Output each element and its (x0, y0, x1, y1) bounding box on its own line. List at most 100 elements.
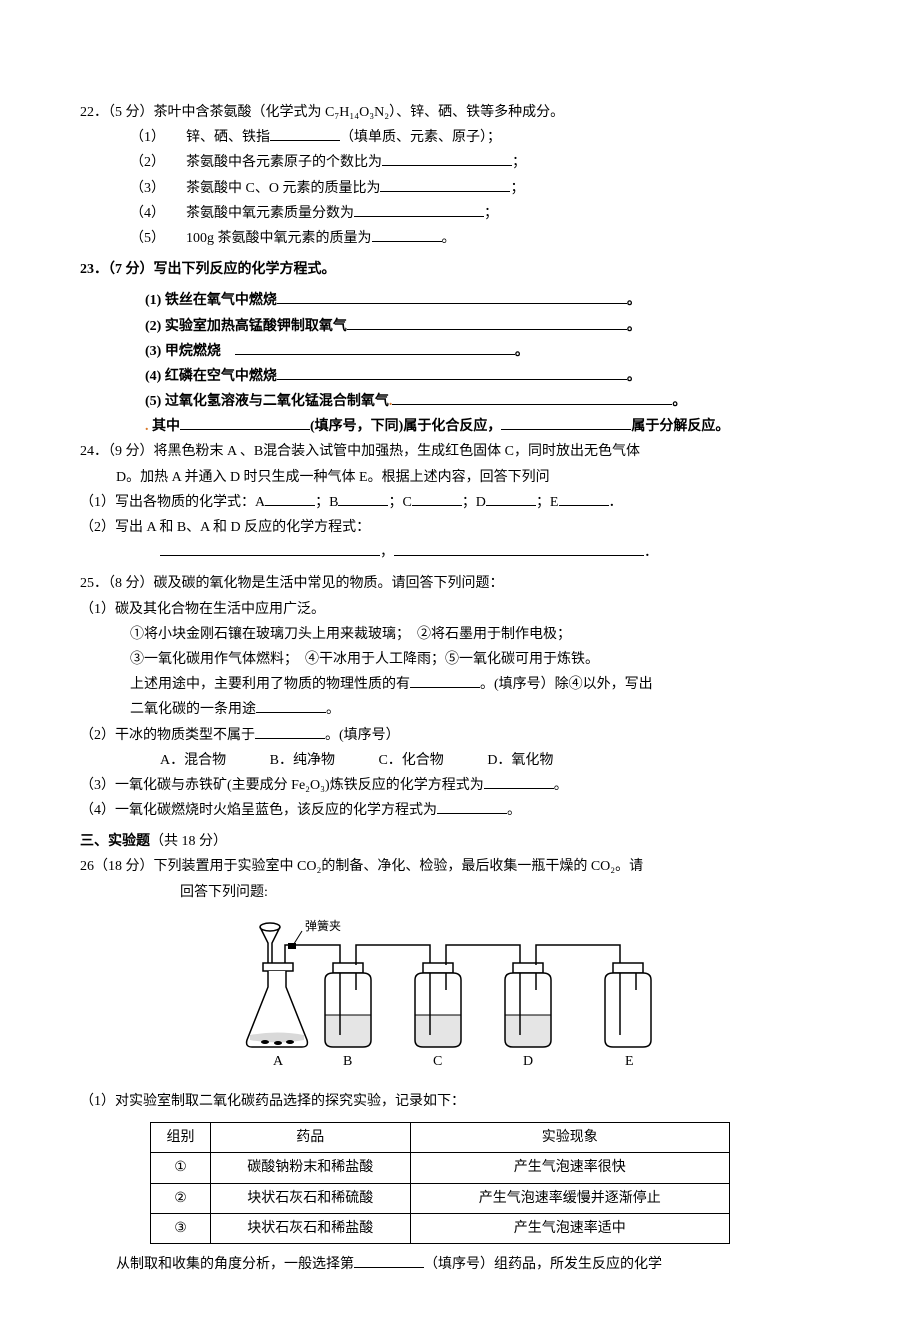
q25-p1-line3b: 。(填序号）除④以外，写出 (480, 677, 653, 692)
q23-sum-2: (填序号，下同)属于化合反应， (310, 419, 501, 434)
q26-table-container: 组别 药品 实验现象 ① 碳酸钠粉末和稀盐酸 产生气泡速率很快 ② 块状石灰石和… (150, 1122, 840, 1244)
q22-5-text2: 。 (442, 231, 456, 246)
blank (354, 1254, 424, 1268)
q22-1-label: （1） (130, 130, 158, 145)
q23-1-suffix: 。 (627, 293, 641, 308)
q22-2-text1: 茶氨酸中各元素原子的个数比为 (186, 155, 382, 170)
q25-p1: （1）碳及其化合物在生活中应用广泛。 (80, 597, 840, 622)
q24-part2: （2）写出 A 和 B、A 和 D 反应的化学方程式： (80, 515, 840, 540)
blank (394, 542, 644, 556)
table-row: ② 块状石灰石和稀硫酸 产生气泡速率缓慢并逐渐停止 (151, 1183, 730, 1213)
q26-p1-text: 对实验室制取二氧化碳药品选择的探究实验，记录如下： (115, 1094, 465, 1109)
question-26: 26（18 分）下列装置用于实验室中 CO₂的制备、净化、检验，最后收集一瓶干燥… (80, 854, 840, 1277)
q25-intro-text: （8 分）碳及碳的氧化物是生活中常见的物质。请回答下列问题： (108, 576, 504, 591)
q23-item-4: (4) 红磷在空气中燃烧。 (80, 364, 840, 389)
blank (410, 674, 480, 688)
q26-intro1: （18 分）下列装置用于实验室中 CO₂的制备、净化、检验，最后收集一瓶干燥的 … (94, 859, 643, 874)
q25-p2-text2: 。(填序号） (325, 728, 400, 743)
q22-4-label: （4） (130, 206, 158, 221)
q24-intro1: （9 分）将黑色粉末 A 、B混合装入试管中加强热，生成红色固体 C，同时放出无… (108, 444, 640, 459)
q24-p1-text: 写出各物质的化学式：A (115, 495, 265, 510)
q26-after1: 从制取和收集的角度分析，一般选择第 (116, 1257, 354, 1272)
blank (501, 416, 631, 430)
q25-number: 25． (80, 576, 108, 591)
q25-p1-line3a: 上述用途中，主要利用了物质的物理性质的有 (130, 677, 410, 692)
blank (160, 542, 380, 556)
q22-item-2: （2） 茶氨酸中各元素原子的个数比为 ； (80, 150, 840, 175)
q24-number: 24． (80, 444, 108, 459)
blank (338, 492, 388, 506)
q25-intro: 25．（8 分）碳及碳的氧化物是生活中常见的物质。请回答下列问题： (80, 571, 840, 596)
q22-2-text2: ； (512, 155, 526, 170)
blank (277, 366, 627, 380)
q23-sum-3: 属于分解反应。 (631, 419, 729, 434)
q25-p1-line3: 上述用途中，主要利用了物质的物理性质的有 。(填序号）除④以外，写出 (80, 672, 840, 697)
q23-number: 23． (80, 262, 108, 277)
td: ① (151, 1153, 211, 1183)
td: ② (151, 1183, 211, 1213)
q23-intro: （7 分）写出下列反应的化学方程式。 (108, 262, 336, 277)
q23-4-text: 红磷在空气中燃烧 (165, 369, 277, 384)
table-row: ① 碳酸钠粉末和稀盐酸 产生气泡速率很快 (151, 1153, 730, 1183)
q25-p3-label: （3） (80, 778, 115, 793)
q25-p1-line4b: 。 (326, 702, 340, 717)
q22-4-text2: ； (484, 206, 498, 221)
q22-3-label: （3） (130, 181, 158, 196)
table-header-row: 组别 药品 实验现象 (151, 1123, 730, 1153)
q25-optB: B．纯净物 (270, 748, 335, 773)
q25-p3-text2: 。 (554, 778, 568, 793)
flask-a-icon (247, 963, 308, 1047)
question-23-header: 23．（7 分）写出下列反应的化学方程式。 (80, 257, 840, 282)
blank (380, 178, 510, 192)
blank (559, 492, 609, 506)
q24-p2-label: （2） (80, 520, 115, 535)
q24-blank-line: ，． (80, 540, 840, 565)
q23-sum-1: 其中 (152, 419, 180, 434)
q22-2-label: （2） (130, 155, 158, 170)
th-0: 组别 (151, 1123, 211, 1153)
q22-3-text1: 茶氨酸中 C、O 元素的质量比为 (186, 181, 380, 196)
q23-item-5: (5) 过氧化氢溶液与二氧化锰混合制氧气.。 (80, 389, 840, 414)
blank (486, 492, 536, 506)
q23-item-1: (1) 铁丝在氧气中燃烧。 (80, 288, 840, 313)
blank (270, 127, 340, 141)
blank (255, 725, 325, 739)
blank (354, 203, 484, 217)
q26-intro-line2: 回答下列问题: (80, 880, 840, 905)
q26-number: 26 (80, 859, 94, 874)
q23-5-text: 过氧化氢溶液与二氧化锰混合制氧气 (165, 394, 389, 409)
q25-p1-line4a: 二氧化碳的一条用途 (130, 702, 256, 717)
q24-p1-suffix: ． (609, 495, 623, 510)
blank (437, 800, 507, 814)
q24-intro-line1: 24．（9 分）将黑色粉末 A 、B混合装入试管中加强热，生成红色固体 C，同时… (80, 439, 840, 464)
blank (180, 416, 310, 430)
q23-1-text: 铁丝在氧气中燃烧 (165, 293, 277, 308)
q22-intro-text: （5 分）茶叶中含茶氨酸（化学式为 C₇H₁₄O₃N₂）、锌、硒、铁等多种成分。 (108, 105, 564, 120)
blank (235, 341, 515, 355)
q24-p1-b: ；B (315, 495, 338, 510)
section3-title: 三、实验题 (80, 834, 150, 849)
label-e: E (625, 1054, 634, 1069)
q22-item-3: （3） 茶氨酸中 C、O 元素的质量比为； (80, 176, 840, 201)
blank (382, 152, 512, 166)
q23-5-label: (5) (145, 394, 161, 409)
q26-table: 组别 药品 实验现象 ① 碳酸钠粉末和稀盐酸 产生气泡速率很快 ② 块状石灰石和… (150, 1122, 730, 1244)
q24-part1: （1）写出各物质的化学式：A；B；C；D；E． (80, 490, 840, 515)
q25-p3-text1: 一氧化碳与赤铁矿(主要成分 Fe₂O₃)炼铁反应的化学方程式为 (115, 778, 484, 793)
q25-optD: D．氧化物 (487, 748, 553, 773)
funnel-icon (260, 923, 280, 965)
td: 碳酸钠粉末和稀盐酸 (210, 1153, 410, 1183)
apparatus-diagram: 弹簧夹 A (80, 915, 840, 1079)
td: ③ (151, 1213, 211, 1243)
td: 块状石灰石和稀盐酸 (210, 1213, 410, 1243)
blank (256, 699, 326, 713)
blank (484, 775, 554, 789)
q23-3-label: (3) (145, 344, 161, 359)
q24-p2-text: 写出 A 和 B、A 和 D 反应的化学方程式： (115, 520, 370, 535)
apparatus-svg: 弹簧夹 A (230, 915, 690, 1070)
q22-1-text2: （填单质、元素、原子）； (340, 130, 501, 145)
q25-optC: C．化合物 (378, 748, 443, 773)
q25-p1-line1: ①将小块金刚石镶在玻璃刀头上用来裁玻璃； ②将石墨用于制作电极； (80, 622, 840, 647)
q23-2-text: 实验室加热高锰酸钾制取氧气 (165, 319, 347, 334)
q23-5-suffix: 。 (672, 394, 686, 409)
